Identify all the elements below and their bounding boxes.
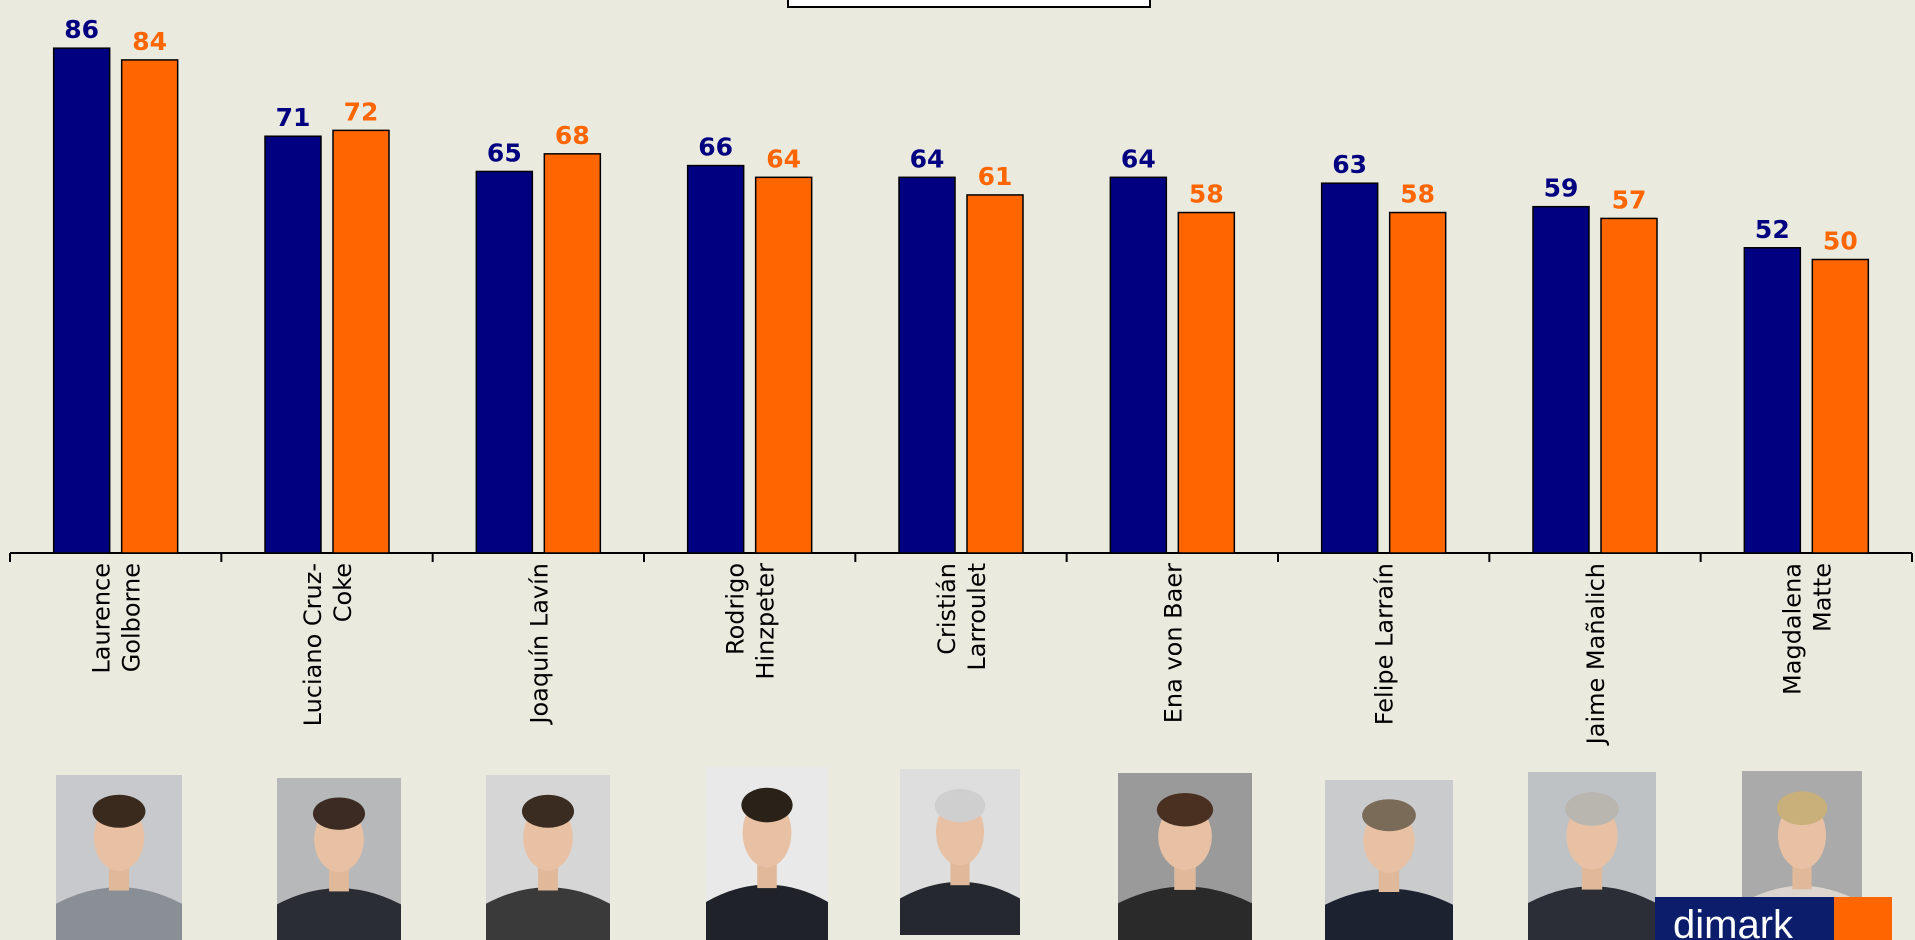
data-label-series1-0: 86 bbox=[64, 15, 99, 44]
bar-series1-7 bbox=[1532, 205, 1590, 554]
data-label-series2-3: 64 bbox=[766, 144, 801, 173]
bar-series2-6 bbox=[1388, 211, 1447, 554]
bar-series2-8 bbox=[1811, 258, 1870, 554]
bar-series2-1 bbox=[332, 129, 390, 554]
category-label-text: RodrigoHinzpeter bbox=[722, 563, 780, 680]
category-label-text: Jaime Mañalich bbox=[1582, 563, 1610, 746]
data-label-series1-4: 64 bbox=[910, 144, 945, 173]
portrait-jaime-manalich bbox=[1528, 772, 1656, 940]
logo-text: dimark bbox=[1673, 903, 1794, 940]
bar-series2-5 bbox=[1177, 211, 1236, 554]
data-label-series2-5: 58 bbox=[1189, 180, 1224, 209]
portrait-joaquin-lavin bbox=[486, 775, 610, 940]
bar-series1-2 bbox=[475, 170, 534, 554]
bar-series2-2 bbox=[543, 153, 602, 554]
bar-series1-4 bbox=[898, 176, 956, 554]
portrait-rodrigo-hinzpeter bbox=[706, 767, 828, 940]
bar-series1-8 bbox=[1743, 247, 1802, 554]
data-label-series2-2: 68 bbox=[555, 121, 590, 150]
category-label-text: Felipe Larraín bbox=[1371, 563, 1399, 725]
category-label-1: Luciano Cruz-Coke bbox=[299, 563, 357, 726]
logo-accent bbox=[1834, 897, 1892, 940]
category-label-text: CristiánLarroulet bbox=[933, 563, 991, 671]
portrait-laurence-golborne bbox=[56, 775, 182, 940]
category-label-2: Joaquín Lavín bbox=[525, 563, 553, 726]
category-label-7: Jaime Mañalich bbox=[1582, 563, 1610, 746]
bar-series1-1 bbox=[264, 135, 322, 554]
legend-box bbox=[787, 0, 1151, 8]
data-label-series1-1: 71 bbox=[276, 103, 311, 132]
category-label-text: LaurenceGolborne bbox=[88, 563, 146, 674]
category-label-text: Luciano Cruz-Coke bbox=[299, 563, 357, 726]
bar-series1-3 bbox=[686, 164, 745, 554]
data-label-series1-5: 64 bbox=[1121, 144, 1156, 173]
data-label-series1-6: 63 bbox=[1332, 150, 1367, 179]
category-label-8: MagdalenaMatte bbox=[1778, 563, 1836, 695]
bar-series2-7 bbox=[1600, 217, 1658, 554]
bar-series1-5 bbox=[1109, 176, 1168, 554]
bar-series2-4 bbox=[966, 194, 1024, 554]
bar-series1-6 bbox=[1320, 182, 1379, 554]
data-label-series2-6: 58 bbox=[1400, 180, 1435, 209]
portrait-felipe-larrain bbox=[1325, 780, 1453, 940]
bar-chart: 86 84 LaurenceGolborne 71 72 Luciano Cruz-Cok… bbox=[9, 15, 1913, 746]
category-label-0: LaurenceGolborne bbox=[88, 563, 146, 674]
category-label-3: RodrigoHinzpeter bbox=[722, 563, 780, 680]
data-label-series2-0: 84 bbox=[132, 27, 167, 56]
data-label-series1-2: 65 bbox=[487, 138, 522, 167]
portrait-cristian-larroulet bbox=[900, 769, 1020, 935]
data-label-series2-4: 61 bbox=[978, 162, 1013, 191]
dimark-logo: dimark bbox=[1655, 897, 1892, 940]
portrait-luciano-cruz-coke bbox=[277, 778, 401, 940]
category-label-5: Ena von Baer bbox=[1159, 563, 1187, 723]
data-label-series2-1: 72 bbox=[344, 97, 379, 126]
category-label-text: MagdalenaMatte bbox=[1778, 563, 1836, 695]
portrait-ena-von-baer bbox=[1118, 773, 1252, 940]
data-label-series2-8: 50 bbox=[1823, 227, 1858, 256]
bar-series2-3 bbox=[754, 176, 813, 554]
category-label-4: CristiánLarroulet bbox=[933, 563, 991, 671]
data-label-series2-7: 57 bbox=[1612, 185, 1647, 214]
data-label-series1-8: 52 bbox=[1755, 215, 1790, 244]
data-label-series1-3: 66 bbox=[698, 133, 733, 162]
category-label-6: Felipe Larraín bbox=[1371, 563, 1399, 725]
bar-series2-0 bbox=[120, 59, 179, 554]
category-label-text: Ena von Baer bbox=[1159, 563, 1187, 723]
category-label-text: Joaquín Lavín bbox=[525, 563, 553, 726]
bar-series1-0 bbox=[52, 47, 111, 554]
data-label-series1-7: 59 bbox=[1544, 174, 1579, 203]
